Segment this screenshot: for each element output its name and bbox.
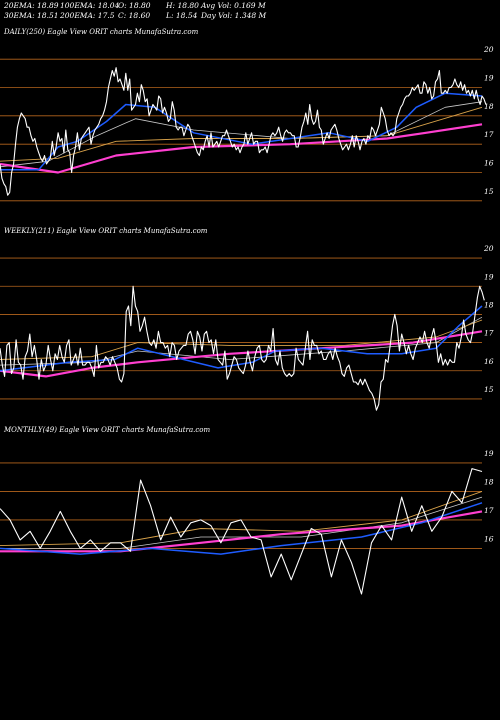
ema-long-line	[0, 123, 483, 174]
y-tick-label: 18	[484, 102, 494, 111]
monthly-panel-label: MONTHLY(49) Eagle View ORIT charts Munaf…	[4, 426, 211, 434]
y-tick-label: 16	[484, 534, 494, 543]
y-tick-label: 17	[484, 130, 494, 139]
ema100-readout: 100EMA: 18.04	[60, 1, 120, 10]
ema-short-line	[0, 92, 483, 171]
y-tick-label: 19	[484, 74, 494, 83]
low-readout: L: 18.54	[166, 11, 198, 20]
price-line	[0, 285, 485, 411]
y-tick-label: 20	[483, 45, 494, 54]
ema30-readout: 30EMA: 18.51	[4, 11, 59, 20]
y-tick-label: 15	[484, 187, 494, 196]
open-readout: O: 18.80	[118, 1, 151, 10]
ma-other-line	[0, 316, 483, 366]
ema-short-line	[0, 502, 483, 555]
y-tick-label: 19	[484, 272, 494, 281]
monthly-panel: 19 18 17 16	[0, 449, 494, 595]
ma-mid-line	[0, 319, 483, 360]
y-tick-label: 18	[484, 477, 494, 486]
y-tick-label: 19	[484, 449, 494, 458]
daily-panel: 20 19 18 17 16 15	[0, 45, 494, 202]
close-readout: C: 18.60	[118, 11, 151, 20]
y-tick-label: 18	[484, 300, 494, 309]
price-line	[0, 67, 487, 196]
daily-panel-label: DAILY(250) Eagle View ORIT charts Munafa…	[4, 28, 199, 36]
y-tick-label: 15	[484, 385, 494, 394]
y-tick-label: 17	[484, 329, 494, 338]
ema-short-line	[0, 305, 483, 372]
weekly-panel: 20 19 18 17 16 15	[0, 244, 494, 411]
y-tick-label: 17	[484, 506, 494, 515]
ma-mid-line	[0, 490, 483, 547]
ma-mid-line	[0, 106, 483, 162]
high-readout: H: 18.80	[166, 1, 199, 10]
ema200-readout: 200EMA: 17.5	[60, 11, 115, 20]
ema20-readout: 20EMA: 18.89	[4, 1, 59, 10]
y-tick-label: 20	[483, 244, 494, 253]
y-tick-label: 16	[484, 159, 494, 168]
avg-vol-readout: Avg Vol: 0.169 M	[201, 1, 266, 10]
day-vol-readout: Day Vol: 1.348 M	[201, 11, 267, 20]
ma-other-line	[0, 101, 483, 168]
ema-long-line	[0, 330, 483, 378]
y-tick-label: 16	[484, 357, 494, 366]
price-line	[0, 468, 483, 595]
weekly-panel-label: WEEKLY(211) Eagle View ORIT charts Munaf…	[4, 227, 208, 235]
